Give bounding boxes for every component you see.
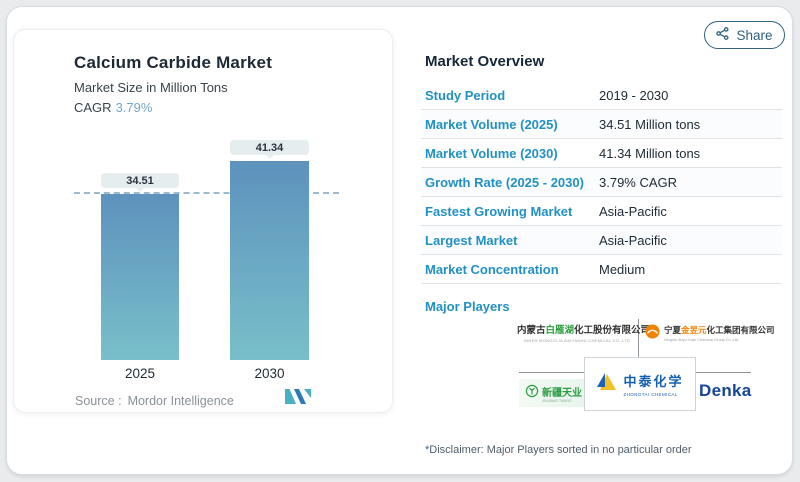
source-label: Source : [75,394,122,408]
table-row-market-volume-2030: Market Volume (2030) 41.34 Million tons [421,139,782,168]
players-connector-right [691,372,751,373]
tianye-name-cn: 新疆天业 [542,387,582,399]
zhongtai-triangle-icon [596,372,617,396]
chart-title: Calcium Carbide Market [74,53,273,72]
players-connector-vertical [638,319,639,357]
major-players-label: Major Players [425,299,510,314]
jinyuyuan-name-cn: 宁夏金昱元化工集团有限公司 [664,325,775,335]
data-label-2030: 41.34 [230,140,309,155]
row-value: Medium [599,261,646,277]
cagr-value: 3.79% [115,100,153,115]
mordor-intelligence-logo-icon [285,389,311,409]
cagr-label: CAGR [74,100,112,115]
logo-xinjiang-tianye: 新疆天业 XINJIANG TIANYE [519,379,588,407]
row-label: Growth Rate (2025 - 2030) [425,174,584,190]
zhongtai-name-cn: 中泰化学 [623,374,684,389]
source-attribution: Source : Mordor Intelligence [75,394,234,408]
share-button-label: Share [736,27,773,43]
share-button[interactable]: Share [704,21,785,49]
bar-2025 [101,194,179,360]
jinyuyuan-name-en: Ningxia Jinyu Yuan Chemical Group Co.,Lt… [664,338,740,342]
zhongtai-name-en: ZHONGTAI CHEMICAL [623,392,678,397]
market-size-chart-card: Calcium Carbide Market Market Size in Mi… [13,29,393,413]
tianye-name-en: XINJIANG TIANYE [542,398,572,403]
major-players-disclaimer: *Disclaimer: Major Players sorted in no … [425,444,692,456]
row-label: Market Volume (2025) [425,116,558,132]
table-row-market-volume-2025: Market Volume (2025) 34.51 Million tons [421,110,782,139]
overview-title: Market Overview [425,53,545,70]
table-row-largest-market: Largest Market Asia-Pacific [421,226,782,255]
logo-baiyanhu-chemical: 内蒙古白雁湖化工股份有限公司 INNER MONGOLIA BAIYANHU C… [517,322,651,343]
row-value: Asia-Pacific [599,232,667,248]
tianye-tree-icon [525,384,539,403]
row-value: 2019 - 2030 [599,87,669,103]
x-axis-label-2025: 2025 [124,366,156,381]
row-label: Fastest Growing Market [425,203,573,219]
row-label: Market Concentration [425,261,559,277]
source-value: Mordor Intelligence [127,394,234,408]
row-value: Asia-Pacific [599,203,667,219]
chart-cagr-line: CAGR 3.79% [74,100,272,115]
share-icon [716,27,730,43]
baiyanhu-name-en: INNER MONGOLIA BAIYANHU CHEMICAL CO.,LTD [523,338,631,343]
row-value: 3.79% CAGR [599,174,678,190]
bar-2030 [230,161,309,360]
report-card: Calcium Carbide Market Market Size in Mi… [6,6,793,475]
bar-chart-plot: 34.51 41.34 2025 2030 [74,130,339,381]
table-row-study-period: Study Period 2019 - 2030 [421,81,782,110]
logo-denka: Denka [699,381,752,400]
x-axis-label-2030: 2030 [254,366,285,381]
table-row-growth-rate: Growth Rate (2025 - 2030) 3.79% CAGR [421,168,782,197]
logo-jinyuyuan-chemical: 宁夏金昱元化工集团有限公司 Ningxia Jinyu Yuan Chemica… [645,324,775,344]
players-connector-left [519,372,585,373]
row-label: Largest Market [425,232,518,248]
jinyuyuan-sun-icon [645,324,660,344]
row-value: 41.34 Million tons [599,145,701,161]
table-row-market-concentration: Market Concentration Medium [421,255,782,284]
row-label: Study Period [425,87,506,103]
table-row-fastest-growing-market: Fastest Growing Market Asia-Pacific [421,197,782,226]
row-label: Market Volume (2030) [425,145,558,161]
data-label-2025: 34.51 [101,173,179,188]
logo-zhongtai-chemical: 中泰化学 ZHONGTAI CHEMICAL [584,357,696,411]
chart-header: Calcium Carbide Market Market Size in Mi… [74,53,272,115]
row-value: 34.51 Million tons [599,116,701,132]
baiyanhu-name-cn: 内蒙古白雁湖化工股份有限公司 [517,325,651,336]
reference-dashed-line [74,192,339,194]
overview-table: Study Period 2019 - 2030 Market Volume (… [421,81,782,284]
chart-subtitle: Market Size in Million Tons [74,80,228,95]
